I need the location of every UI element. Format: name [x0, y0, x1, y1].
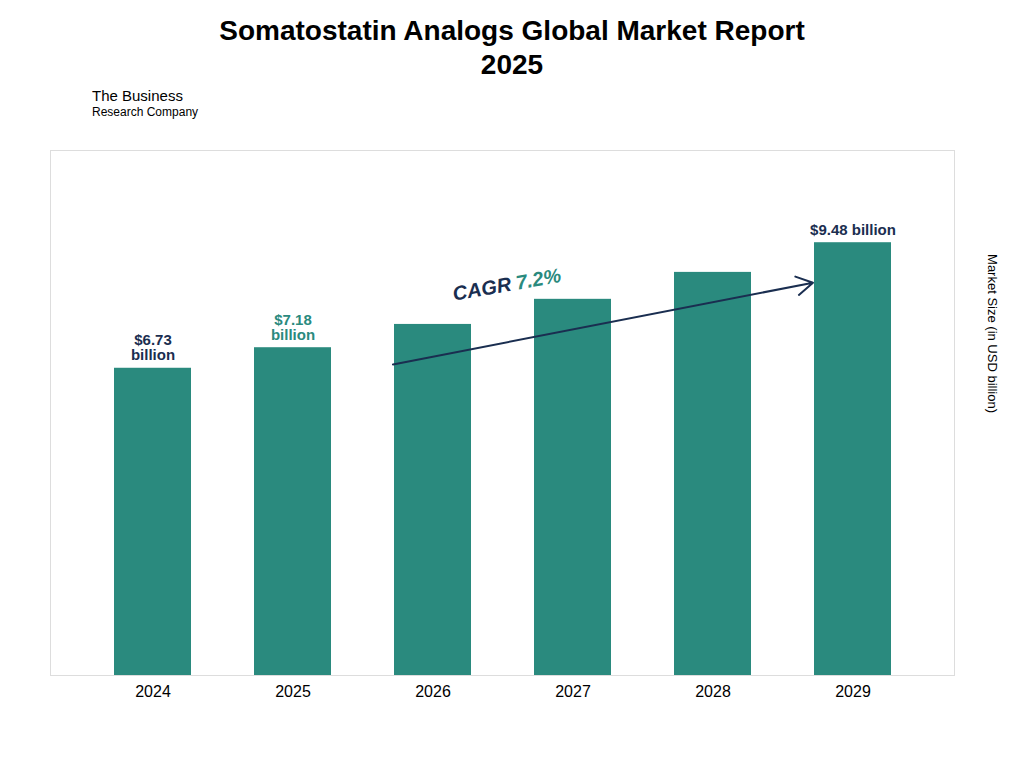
html-text:The Business: The Business [92, 87, 183, 105]
svg-text:2026: 2026 [415, 682, 451, 699]
svg-text:2028: 2028 [695, 682, 731, 699]
svg-text:7.2%: 7.2% [514, 264, 563, 294]
html-text:Somatostatin Analogs Global Ma: Somatostatin Analogs Global Market Repor… [219, 15, 805, 80]
svg-text:2024: 2024 [135, 682, 171, 699]
svg-text:2025: 2025 [275, 682, 311, 699]
svg-text:Market Size (in USD billion): Market Size (in USD billion) [985, 254, 1000, 413]
svg-text:2029: 2029 [835, 682, 871, 699]
svg-text:$9.48 billion: $9.48 billion [810, 220, 896, 237]
svg-text:CAGR: CAGR [451, 271, 518, 304]
svg-text:$6.73billion: $6.73billion [131, 331, 175, 363]
svg-text:2027: 2027 [555, 682, 591, 699]
html-text:Research Company: Research Company [92, 105, 199, 120]
svg-text:$7.18billion: $7.18billion [271, 310, 315, 342]
